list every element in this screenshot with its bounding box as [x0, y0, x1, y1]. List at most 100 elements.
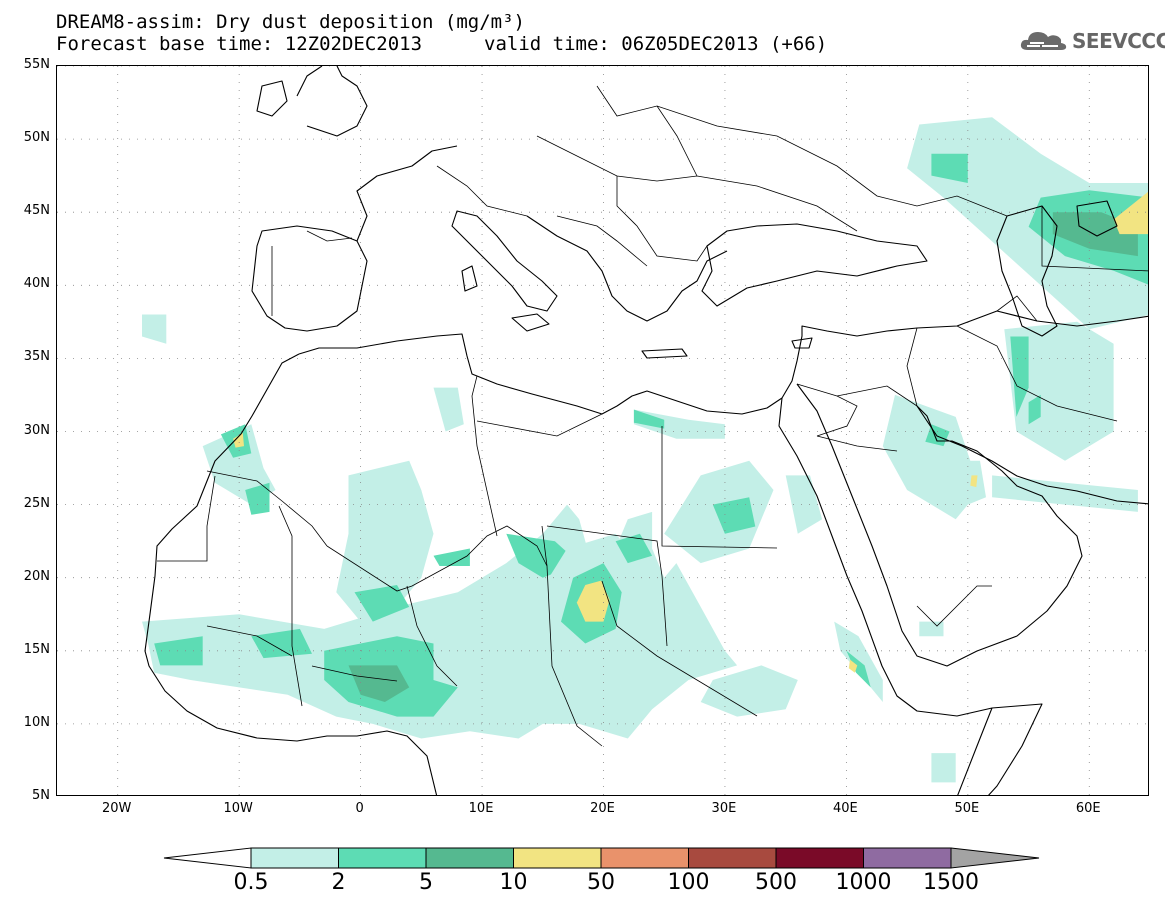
- deposition-region-18: [712, 497, 756, 534]
- deposition-region-26: [882, 394, 980, 520]
- deposition-region-41: [919, 621, 944, 637]
- lat-tick-label: 45N: [23, 203, 50, 219]
- cyprus-coastline: [791, 337, 813, 349]
- deposition-region-22: [433, 387, 464, 432]
- colorbar-label: 50: [587, 870, 615, 895]
- france-coastline: [356, 145, 458, 242]
- colorbar-label: 0.5: [233, 870, 269, 895]
- colorbar-label: 500: [755, 870, 797, 895]
- colorbar-swatch-1: [338, 847, 427, 869]
- arabia-coastline: [796, 383, 1083, 667]
- deposition-region-11: [433, 548, 470, 566]
- deposition-region-2: [233, 433, 244, 448]
- deposition-region-35: [931, 153, 968, 183]
- deposition-region-25: [848, 659, 858, 673]
- deposition-region-19: [700, 665, 798, 717]
- deposition-region-7: [251, 628, 312, 659]
- chart-title: DREAM8-assim: Dry dust deposition (mg/m³…: [56, 11, 525, 33]
- valid-time: valid time: 06Z05DEC2013 (+66): [484, 33, 828, 55]
- deposition-region-24: [846, 650, 871, 688]
- colorbar-label: 1500: [923, 870, 979, 895]
- lat-tick-label: 40N: [23, 276, 50, 292]
- deposition-region-21: [633, 409, 665, 429]
- colorbar-over-triangle: [950, 847, 1040, 869]
- colorbar-label: 10: [499, 870, 528, 895]
- horn-coastline: [988, 703, 1043, 795]
- lon-tick-label: 50E: [954, 801, 980, 816]
- colorbar-label: 2: [331, 870, 346, 895]
- deposition-region-33: [1028, 394, 1041, 425]
- lat-tick-label: 50N: [23, 130, 50, 146]
- deposition-region-0: [202, 424, 276, 505]
- lat-tick-label: 20N: [23, 568, 50, 584]
- lat-tick-label: 5N: [32, 788, 50, 803]
- seevccc-logo: SEEVCCC: [1018, 26, 1165, 56]
- colorbar-label: 100: [667, 870, 710, 895]
- colorbar-swatch-4: [600, 847, 689, 869]
- italy-coastline: [451, 210, 558, 312]
- deposition-region-15: [576, 580, 610, 622]
- deposition-region-10: [354, 585, 410, 622]
- crete-coastline: [641, 348, 688, 359]
- deposition-region-38: [1113, 191, 1148, 235]
- colorbar-swatch-6: [775, 847, 864, 869]
- colorbar-swatch-3: [513, 847, 602, 869]
- colorbar-swatch-7: [863, 847, 952, 869]
- lat-tick-label: 10N: [23, 714, 50, 730]
- colorbar-swatch-0: [250, 847, 339, 869]
- deposition-fill-layer: [142, 117, 1148, 783]
- iberia-coastline: [251, 225, 368, 332]
- deposition-region-39: [142, 314, 167, 344]
- north-africa-coastline: [298, 333, 783, 415]
- deposition-region-32: [1010, 336, 1029, 417]
- deposition-region-42: [931, 753, 956, 783]
- forecast-times: Forecast base time: 12Z02DEC2013 valid ti…: [56, 33, 827, 55]
- lon-tick-label: 40E: [832, 801, 858, 816]
- deposition-region-9: [348, 665, 410, 702]
- deposition-region-29: [970, 475, 978, 488]
- lon-tick-label: 10E: [468, 801, 494, 816]
- logo-text: SEEVCCC: [1072, 29, 1165, 53]
- lat-tick-label: 25N: [23, 495, 50, 511]
- lon-tick-label: 30E: [711, 801, 737, 816]
- africa-coastline: [144, 353, 438, 795]
- lat-tick-label: 55N: [23, 57, 50, 72]
- colorbar-label: 5: [419, 870, 433, 895]
- ireland-coastline: [256, 80, 288, 117]
- deposition-region-20: [633, 409, 725, 439]
- levant-coastline: [781, 310, 1148, 399]
- deposition-region-30: [992, 475, 1138, 512]
- deposition-region-4: [336, 460, 434, 622]
- lon-tick-label: 0: [355, 801, 364, 816]
- colorbar-swatch-5: [688, 847, 777, 869]
- lon-tick-label: 60E: [1075, 801, 1101, 816]
- lat-tick-label: 15N: [23, 641, 50, 657]
- balkans-coastline: [526, 215, 728, 322]
- colorbar-swatch-2: [425, 847, 514, 869]
- deposition-region-6: [154, 636, 203, 666]
- lon-tick-label: 10W: [223, 801, 253, 816]
- lat-tick-label: 35N: [23, 349, 50, 365]
- deposition-region-3: [245, 482, 270, 515]
- gulf-coastline: [916, 405, 1148, 505]
- dust-deposition-map: [56, 65, 1149, 796]
- colorbar-under-triangle: [163, 847, 252, 869]
- forecast-base-time: Forecast base time: 12Z02DEC2013: [56, 33, 423, 55]
- uk-coastline: [296, 66, 368, 137]
- aral-sea-coastline: [1076, 200, 1118, 237]
- caspian-coastline: [996, 205, 1058, 337]
- lon-tick-label: 20E: [590, 801, 615, 816]
- turkey-black-sea-coast: [701, 223, 928, 307]
- lat-tick-label: 30N: [23, 422, 50, 438]
- red-sea-west-coast: [778, 397, 993, 795]
- country-borders-layer: [157, 85, 1148, 747]
- sardinia-coastline: [461, 265, 478, 292]
- lon-tick-label: 20W: [102, 801, 132, 816]
- colorbar: [163, 847, 1040, 869]
- cloud-logo-icon: [1020, 32, 1067, 50]
- deposition-region-31: [1004, 321, 1114, 461]
- coastline-layer: [144, 66, 1148, 795]
- sicily-coastline: [511, 313, 550, 332]
- deposition-region-16: [615, 533, 653, 564]
- deposition-region-40: [785, 475, 823, 534]
